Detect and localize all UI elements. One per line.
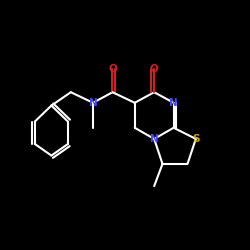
Text: O: O xyxy=(150,64,158,74)
Text: N: N xyxy=(150,134,158,144)
Text: N: N xyxy=(89,98,98,108)
Text: O: O xyxy=(108,64,117,74)
Text: N: N xyxy=(169,98,178,108)
Text: S: S xyxy=(192,134,200,144)
